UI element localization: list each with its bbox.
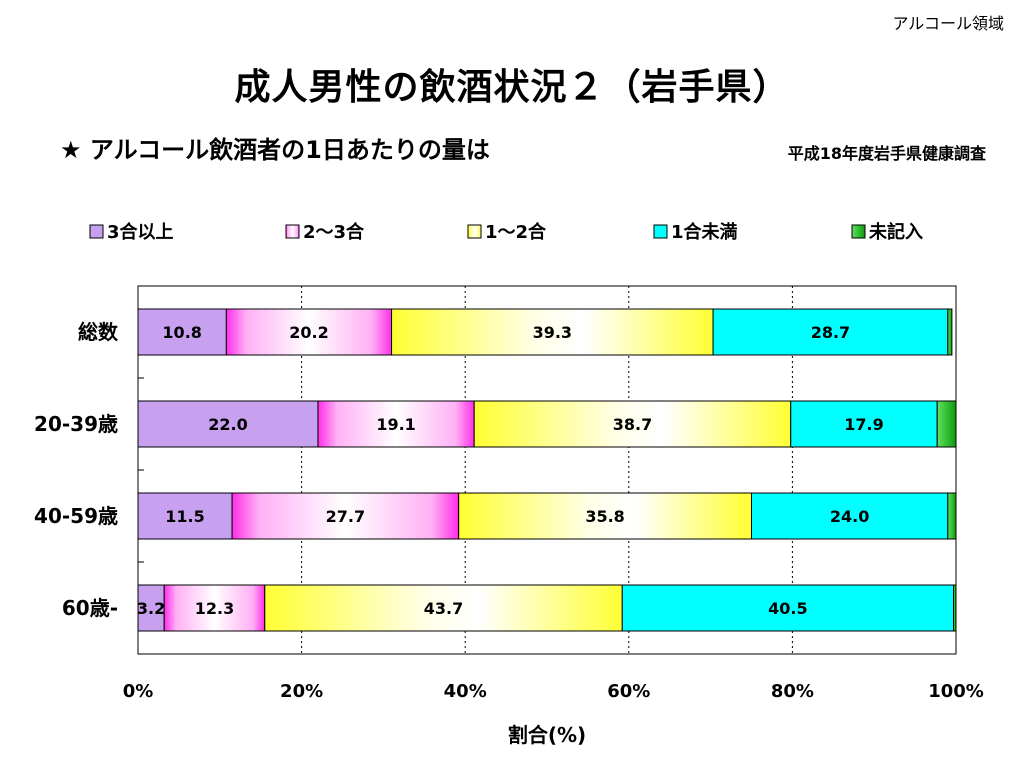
- category-label: 20-39歳: [34, 412, 118, 436]
- bar-segment: [712, 308, 949, 356]
- bar-value-label: 38.7: [613, 415, 652, 434]
- bar-value-label: 27.7: [326, 507, 365, 526]
- legend-label-2: 1～2合: [485, 221, 547, 243]
- legend-swatch-0: [89, 224, 104, 239]
- bar-segment: [137, 492, 233, 540]
- bar-value-label: 40.5: [768, 599, 807, 618]
- subtitle: ★ アルコール飲酒者の1日あたりの量は: [60, 136, 490, 164]
- bar-value-label: 20.2: [289, 323, 328, 342]
- legend-swatch-2: [467, 224, 482, 239]
- bar-segment: [163, 584, 266, 632]
- bar-segment: [953, 584, 957, 632]
- x-tick-label: 20%: [280, 681, 323, 702]
- bar-segment: [391, 308, 714, 356]
- bar-value-label: 28.7: [811, 323, 850, 342]
- bar-value-label: 17.9: [844, 415, 883, 434]
- bar-value-label: 43.7: [424, 599, 463, 618]
- bar-segment: [225, 308, 393, 356]
- x-tick-label: 60%: [607, 681, 650, 702]
- bar-segment: [137, 400, 319, 448]
- x-tick-label: 100%: [928, 681, 984, 702]
- legend-label-1: 2～3合: [303, 221, 365, 243]
- bar-segment: [137, 584, 165, 632]
- bar-segment: [621, 584, 955, 632]
- bar-value-label: 11.5: [165, 507, 204, 526]
- x-axis-label: 割合(%): [508, 723, 586, 747]
- legend-swatch-4: [851, 224, 866, 239]
- corner-label: アルコール領域: [892, 14, 1004, 33]
- page-title: 成人男性の飲酒状況２（岩手県）: [234, 67, 790, 108]
- bar-segment: [231, 492, 460, 540]
- bar-segment: [473, 400, 792, 448]
- legend-label-4: 未記入: [869, 221, 923, 243]
- category-label: 総数: [78, 320, 119, 344]
- bar-value-label: 10.8: [162, 323, 201, 342]
- bar-value-label: 22.0: [208, 415, 247, 434]
- x-tick-label: 40%: [444, 681, 487, 702]
- bar-segment: [790, 400, 938, 448]
- bar-value-label: 24.0: [830, 507, 869, 526]
- bar-segment: [317, 400, 475, 448]
- category-label: 40-59歳: [34, 504, 118, 528]
- bar-segment: [947, 308, 953, 356]
- bar-segment: [947, 492, 957, 540]
- legend-label-0: 3合以上: [107, 221, 174, 243]
- bar-value-label: 35.8: [585, 507, 624, 526]
- x-tick-label: 80%: [771, 681, 814, 702]
- bar-value-label: 3.2: [137, 599, 165, 618]
- source-note: 平成18年度岩手県健康調査: [787, 144, 986, 163]
- x-tick-label: 0%: [123, 681, 154, 702]
- bar-segment: [458, 492, 752, 540]
- category-label: 60歳-: [62, 596, 118, 620]
- bar-segment: [751, 492, 949, 540]
- bar-value-label: 19.1: [376, 415, 415, 434]
- bar-value-label: 12.3: [195, 599, 234, 618]
- bar-value-label: 39.3: [533, 323, 572, 342]
- legend-swatch-1: [285, 224, 300, 239]
- legend-swatch-3: [653, 224, 668, 239]
- legend-label-3: 1合未満: [671, 221, 738, 243]
- bar-segment: [936, 400, 957, 448]
